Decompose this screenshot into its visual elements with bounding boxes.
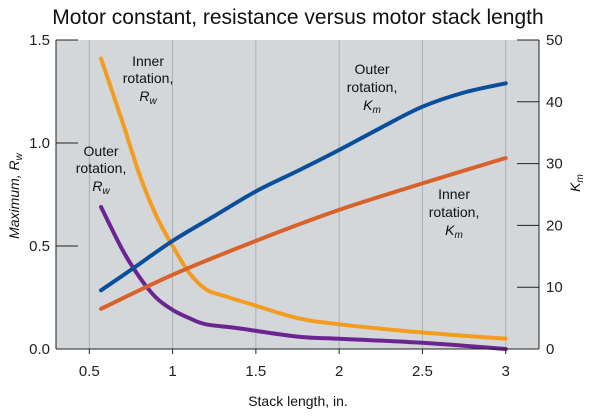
- y2-axis-label-sub: m: [575, 174, 586, 182]
- x-tick-label-0: 0.5: [79, 363, 100, 380]
- y2-tick-label-0: 0: [546, 341, 554, 358]
- y2-tick-label-3: 30: [546, 156, 563, 173]
- x-tick-label-4: 2.5: [412, 363, 433, 380]
- svg-text:Km: Km: [567, 174, 586, 192]
- y2-axis-label: Km: [567, 174, 586, 192]
- y-axis-label: Maximum, Rw: [6, 152, 25, 239]
- x-tick-label-5: 3: [502, 363, 510, 380]
- y-tick-label-1: 0.5: [29, 238, 50, 255]
- y2-axis-label-main: K: [567, 182, 583, 192]
- y-tick-label-0: 0.0: [29, 341, 50, 358]
- x-tick-label-1: 1: [168, 363, 176, 380]
- annotation-inner-rotation-rw: Inner rotation, Rw: [123, 53, 177, 107]
- annotation-outer-rotation-km: Outer rotation, Km: [347, 61, 401, 116]
- y-axis-label-sub: w: [14, 152, 25, 160]
- annotation-inner-rotation-km: Inner rotation, Km: [429, 186, 483, 241]
- ticks-group: 0.5 1 1.5 2 2.5 3 0.0 0.5 1.0 1.5 0 10 20 30 40 50: [29, 32, 563, 380]
- chart-title: Motor constant, resistance versus motor …: [52, 6, 543, 29]
- series-line-0: [99, 56, 508, 341]
- series-line-1: [99, 204, 508, 351]
- y2-tick-label-5: 50: [546, 32, 563, 49]
- plot-background: [56, 40, 539, 349]
- annotation-outer-rotation-rw: Outer rotation, Rw: [76, 143, 130, 197]
- series-group: [99, 56, 508, 351]
- y2-tick-label-1: 10: [546, 279, 563, 296]
- x-tick-label-2: 1.5: [245, 363, 266, 380]
- y-tick-label-3: 1.5: [29, 32, 50, 49]
- svg-text:Maximum, Rw: Maximum, Rw: [6, 152, 25, 239]
- y-axis-label-main: Maximum, R: [6, 160, 22, 239]
- series-line-3: [99, 156, 508, 311]
- grid-lines: [88, 40, 507, 349]
- series-line-2: [99, 81, 508, 293]
- x-axis-label: Stack length, in.: [248, 393, 348, 409]
- y-tick-label-2: 1.0: [29, 135, 50, 152]
- y2-tick-label-4: 40: [546, 94, 563, 111]
- y2-tick-label-2: 20: [546, 217, 563, 234]
- x-tick-label-3: 2: [335, 363, 343, 380]
- axes-group: [55, 40, 540, 350]
